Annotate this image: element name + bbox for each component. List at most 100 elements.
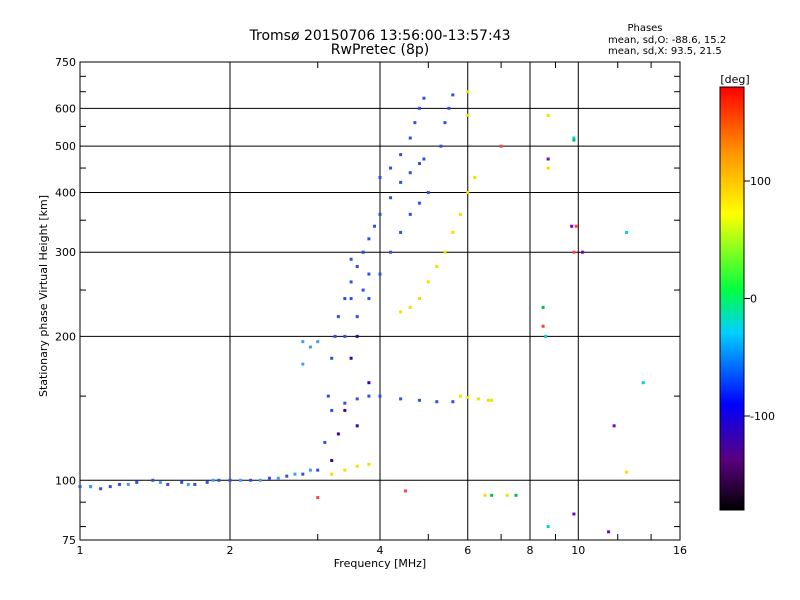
data-point	[276, 476, 280, 480]
data-point	[399, 310, 403, 314]
y-tick-labels: 75 100 200 300 400 500 600 750	[55, 56, 76, 547]
data-point	[443, 121, 447, 125]
data-point	[258, 478, 262, 482]
x-tick-label: 2	[227, 544, 234, 557]
data-point	[422, 96, 426, 100]
colorbar-tick-labels: 100 0 -100	[744, 175, 775, 423]
data-point	[355, 464, 359, 468]
data-point	[355, 265, 359, 269]
data-point	[417, 297, 421, 301]
x-tick-label: 8	[527, 544, 534, 557]
y-tick-label: 300	[55, 246, 76, 259]
data-point	[336, 315, 340, 319]
data-point	[607, 530, 611, 534]
data-point	[367, 462, 371, 466]
data-point	[541, 324, 545, 328]
data-point	[343, 297, 347, 301]
data-point	[483, 493, 487, 497]
data-point	[349, 280, 353, 284]
data-point	[367, 272, 371, 276]
colorbar-tick-label: 100	[750, 175, 771, 188]
phases-title: Phases	[627, 23, 662, 34]
data-point	[408, 305, 412, 309]
y-tick-label: 200	[55, 330, 76, 343]
data-point	[330, 356, 334, 360]
data-point	[451, 93, 455, 97]
data-point	[349, 297, 353, 301]
data-point	[330, 408, 334, 412]
data-point	[301, 362, 305, 366]
data-point	[451, 230, 455, 234]
data-point	[572, 250, 576, 254]
data-point	[625, 230, 629, 234]
data-point	[473, 175, 477, 179]
phases-line-x: mean, sd,X: 93.5, 21.5	[608, 46, 722, 57]
data-point	[546, 157, 550, 161]
data-point	[572, 512, 576, 516]
data-point	[570, 224, 574, 228]
data-point	[443, 250, 447, 254]
x-tick-labels: 1 2 4 6 8 10 16	[77, 544, 688, 557]
data-point	[355, 315, 359, 319]
data-point	[367, 237, 371, 241]
data-point	[355, 424, 359, 428]
data-point	[361, 288, 365, 292]
data-point	[458, 212, 462, 216]
data-point	[293, 472, 297, 476]
data-point	[435, 265, 439, 269]
data-point	[89, 485, 93, 489]
phases-line-o: mean, sd,O: -88.6, 15.2	[608, 35, 726, 46]
data-point	[422, 157, 426, 161]
colorbar	[719, 86, 745, 511]
data-point	[408, 212, 412, 216]
data-point	[466, 395, 470, 399]
data-point	[399, 153, 403, 157]
y-tick-label: 100	[55, 474, 76, 487]
data-point	[399, 397, 403, 401]
data-point	[367, 394, 371, 398]
data-point	[413, 121, 417, 125]
data-point	[343, 408, 347, 412]
x-tick-label: 10	[571, 544, 585, 557]
x-tick-label: 6	[464, 544, 471, 557]
data-point	[426, 280, 430, 284]
data-point	[378, 394, 382, 398]
data-point	[373, 224, 377, 228]
scatter-points	[78, 90, 645, 534]
data-point	[447, 106, 451, 110]
data-point	[343, 401, 347, 405]
data-point	[217, 478, 221, 482]
data-point	[378, 175, 382, 179]
data-point	[158, 480, 162, 484]
data-point	[499, 144, 503, 148]
data-point	[378, 272, 382, 276]
data-point	[466, 90, 470, 94]
data-point	[308, 345, 312, 349]
data-point	[308, 468, 312, 472]
data-point	[239, 478, 243, 482]
data-point	[126, 482, 130, 486]
x-tick-label: 1	[77, 544, 84, 557]
data-point	[117, 482, 121, 486]
data-point	[486, 398, 490, 402]
data-point	[193, 482, 197, 486]
data-point	[211, 478, 215, 482]
data-point	[399, 180, 403, 184]
data-point	[330, 472, 334, 476]
data-point	[343, 468, 347, 472]
colorbar-tick-label: -100	[750, 410, 775, 423]
data-point	[151, 478, 155, 482]
y-tick-label: 400	[55, 186, 76, 199]
data-point	[333, 334, 337, 338]
x-tick-label: 16	[673, 544, 687, 557]
data-point	[505, 493, 509, 497]
data-point	[451, 400, 455, 404]
data-point	[435, 400, 439, 404]
data-point	[367, 297, 371, 301]
data-point	[330, 458, 334, 462]
data-point	[458, 394, 462, 398]
data-point	[476, 397, 480, 401]
data-point	[389, 166, 393, 170]
data-point	[267, 476, 271, 480]
data-point	[323, 440, 327, 444]
